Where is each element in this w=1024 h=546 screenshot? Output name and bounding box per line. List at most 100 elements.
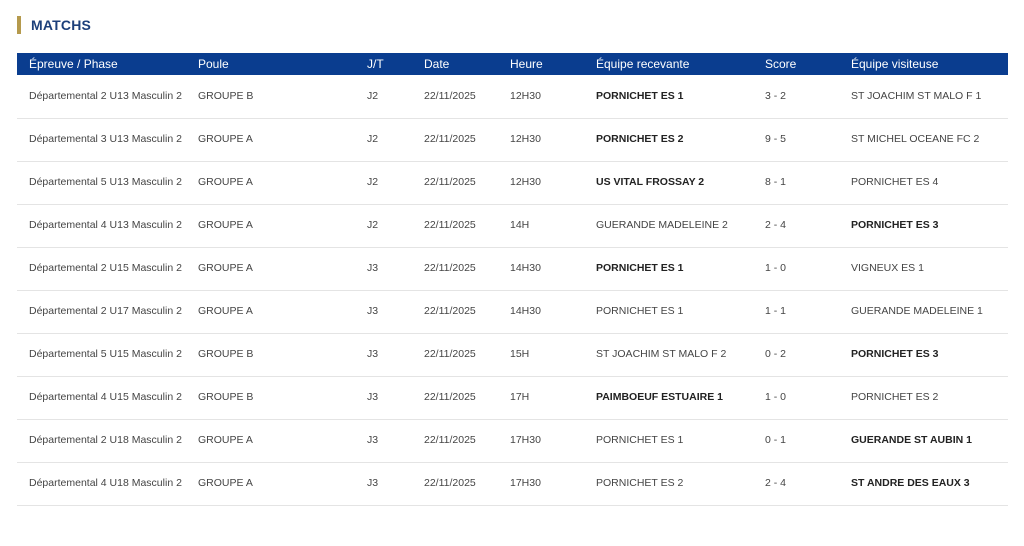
away-team-cell: GUERANDE ST AUBIN 1 xyxy=(851,434,972,446)
epreuve-cell: Départemental 5 U13 Masculin 2 xyxy=(29,176,182,188)
heure-cell: 17H xyxy=(510,391,530,403)
jt-cell: J3 xyxy=(367,477,379,489)
jt-cell: J3 xyxy=(367,391,379,403)
match-row[interactable]: Départemental 5 U15 Masculin 2 GROUPE B J3… xyxy=(17,333,1008,376)
heure-header: Heure xyxy=(510,57,543,71)
jt-header: J/T xyxy=(367,57,384,71)
match-row[interactable]: Départemental 4 U13 Masculin 2 GROUPE A J2… xyxy=(17,204,1008,247)
date-cell: 22/11/2025 xyxy=(424,305,476,317)
home-team-cell: ST JOACHIM ST MALO F 2 xyxy=(596,348,727,360)
poule-cell: GROUPE A xyxy=(198,477,253,489)
score-cell: 1 - 0 xyxy=(765,262,787,274)
score-cell: 0 - 1 xyxy=(765,434,787,446)
poule-cell: GROUPE B xyxy=(198,89,254,102)
home-team-cell: PORNICHET ES 1 xyxy=(596,434,684,446)
epreuve-header: Épreuve / Phase xyxy=(29,57,118,71)
home-team-cell: PORNICHET ES 1 xyxy=(596,262,684,274)
jt-cell: J3 xyxy=(367,262,379,274)
epreuve-cell: Départemental 2 U17 Masculin 2 xyxy=(29,305,182,317)
home-team-cell: PORNICHET ES 1 xyxy=(596,89,684,102)
match-row[interactable]: Départemental 4 U18 Masculin 2 GROUPE A J3… xyxy=(17,462,1008,505)
match-row[interactable]: Départemental 2 U15 Masculin 2 GROUPE A J3… xyxy=(17,247,1008,290)
epreuve-cell: Départemental 3 U13 Masculin 2 xyxy=(29,133,182,145)
jt-cell: J3 xyxy=(367,434,379,446)
jt-cell: J2 xyxy=(367,176,379,188)
home-team-header: Équipe recevante xyxy=(596,57,690,71)
epreuve-cell: Départemental 5 U15 Masculin 2 xyxy=(29,348,182,360)
score-header: Score xyxy=(765,57,797,71)
score-cell: 1 - 1 xyxy=(765,305,787,317)
heure-cell: 17H30 xyxy=(510,477,541,489)
match-row[interactable]: Départemental 2 U18 Masculin 2 GROUPE A J3… xyxy=(17,419,1008,462)
jt-cell: J2 xyxy=(367,219,379,231)
home-team-cell: US VITAL FROSSAY 2 xyxy=(596,176,705,188)
date-cell: 22/11/2025 xyxy=(424,434,476,446)
heure-cell: 14H30 xyxy=(510,262,541,274)
heure-cell: 12H30 xyxy=(510,176,541,188)
heure-cell: 12H30 xyxy=(510,133,541,145)
score-cell: 3 - 2 xyxy=(765,89,787,102)
home-team-cell: PAIMBOEUF ESTUAIRE 1 xyxy=(596,391,723,403)
table-header: Épreuve / Phase Poule J/T Date Heure Équipe r… xyxy=(17,53,1008,75)
poule-cell: GROUPE A xyxy=(198,133,253,145)
away-team-cell: ST JOACHIM ST MALO F 1 xyxy=(851,89,982,102)
date-cell: 22/11/2025 xyxy=(424,219,476,231)
heure-cell: 15H xyxy=(510,348,530,360)
away-team-cell: PORNICHET ES 2 xyxy=(851,391,939,403)
score-cell: 2 - 4 xyxy=(765,477,787,489)
jt-cell: J3 xyxy=(367,305,379,317)
poule-cell: GROUPE A xyxy=(198,176,253,188)
date-cell: 22/11/2025 xyxy=(424,176,476,188)
poule-header: Poule xyxy=(198,57,229,71)
away-team-header: Équipe visiteuse xyxy=(851,57,939,71)
away-team-cell: PORNICHET ES 4 xyxy=(851,176,939,188)
poule-cell: GROUPE A xyxy=(198,219,253,231)
epreuve-cell: Départemental 2 U13 Masculin 2 xyxy=(29,89,182,102)
away-team-cell: ST MICHEL OCEANE FC 2 xyxy=(851,133,980,145)
date-cell: 22/11/2025 xyxy=(424,348,476,360)
match-row[interactable]: Départemental 3 U13 Masculin 2 GROUPE A J2… xyxy=(17,118,1008,161)
date-header: Date xyxy=(424,57,450,71)
poule-cell: GROUPE A xyxy=(198,434,253,446)
date-cell: 22/11/2025 xyxy=(424,477,476,489)
heure-cell: 17H30 xyxy=(510,434,541,446)
matches-table: Épreuve / Phase Poule J/T Date Heure Équipe r… xyxy=(17,53,1008,506)
home-team-cell: PORNICHET ES 1 xyxy=(596,305,684,317)
match-row[interactable]: Départemental 4 U15 Masculin 2 GROUPE B J3… xyxy=(17,376,1008,419)
heure-cell: 14H30 xyxy=(510,305,541,317)
away-team-cell: PORNICHET ES 3 xyxy=(851,219,939,231)
match-row[interactable]: Départemental 2 U13 Masculin 2 GROUPE B J2… xyxy=(17,75,1008,118)
away-team-cell: PORNICHET ES 3 xyxy=(851,348,939,360)
jt-cell: J2 xyxy=(367,89,379,102)
date-cell: 22/11/2025 xyxy=(424,262,476,274)
score-cell: 0 - 2 xyxy=(765,348,787,360)
date-cell: 22/11/2025 xyxy=(424,391,476,403)
home-team-cell: PORNICHET ES 2 xyxy=(596,477,684,489)
table-body: Départemental 2 U13 Masculin 2 GROUPE B J2… xyxy=(17,75,1008,505)
epreuve-cell: Départemental 4 U15 Masculin 2 xyxy=(29,391,182,403)
jt-cell: J3 xyxy=(367,348,379,360)
poule-cell: GROUPE A xyxy=(198,262,253,274)
date-cell: 22/11/2025 xyxy=(424,89,476,102)
section-header: MATCHS xyxy=(17,15,91,35)
epreuve-cell: Départemental 4 U13 Masculin 2 xyxy=(29,219,182,231)
epreuve-cell: Départemental 2 U18 Masculin 2 xyxy=(29,434,182,446)
heure-cell: 12H30 xyxy=(510,89,541,102)
date-cell: 22/11/2025 xyxy=(424,133,476,145)
section-accent-bar xyxy=(17,16,21,34)
poule-cell: GROUPE A xyxy=(198,305,253,317)
epreuve-cell: Départemental 2 U15 Masculin 2 xyxy=(29,262,182,274)
away-team-cell: VIGNEUX ES 1 xyxy=(851,262,924,274)
section-title: MATCHS xyxy=(31,17,92,33)
match-row[interactable]: Départemental 5 U13 Masculin 2 GROUPE A J2… xyxy=(17,161,1008,204)
heure-cell: 14H xyxy=(510,219,530,231)
match-row[interactable]: Départemental 2 U17 Masculin 2 GROUPE A J3… xyxy=(17,290,1008,333)
table-header-row: Épreuve / Phase Poule J/T Date Heure Équipe r… xyxy=(17,53,1008,75)
away-team-cell: GUERANDE MADELEINE 1 xyxy=(851,305,983,317)
epreuve-cell: Départemental 4 U18 Masculin 2 xyxy=(29,477,182,489)
jt-cell: J2 xyxy=(367,133,379,145)
home-team-cell: PORNICHET ES 2 xyxy=(596,133,684,145)
home-team-cell: GUERANDE MADELEINE 2 xyxy=(596,219,728,231)
score-cell: 1 - 0 xyxy=(765,391,787,403)
away-team-cell: ST ANDRE DES EAUX 3 xyxy=(851,477,970,489)
